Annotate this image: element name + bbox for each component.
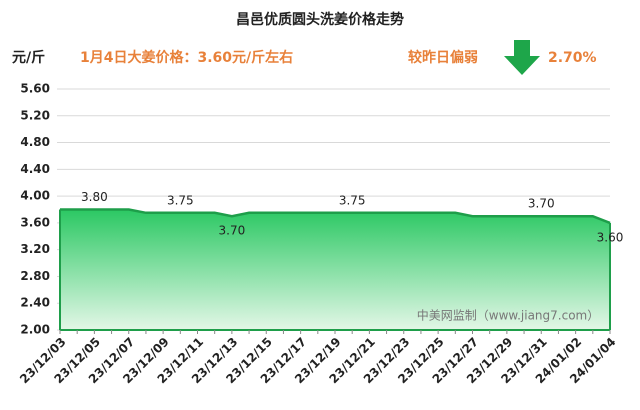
y-tick-label: 2.40 (20, 296, 50, 310)
watermark: 中美网监制（www.jiang7.com） (417, 308, 599, 323)
data-label: 3.75 (167, 193, 194, 207)
area (60, 209, 610, 330)
y-tick-label: 5.20 (20, 108, 50, 122)
change-value: 2.70% (548, 50, 597, 66)
data-label: 3.70 (528, 197, 555, 211)
y-tick-label: 2.80 (20, 269, 50, 283)
headline: 1月4日大姜价格：3.60元/斤左右 (80, 49, 293, 66)
y-unit: 元/斤 (12, 49, 45, 66)
data-label: 3.75 (339, 193, 366, 207)
data-label: 3.70 (219, 224, 246, 238)
data-label: 3.80 (81, 190, 108, 204)
y-tick-label: 3.20 (20, 242, 50, 256)
chart-title: 昌邑优质圆头洗姜价格走势 (236, 11, 404, 28)
data-label: 3.60 (597, 230, 624, 244)
y-tick-label: 2.00 (20, 323, 50, 337)
y-tick-label: 4.80 (20, 135, 50, 149)
y-tick-label: 5.60 (20, 82, 50, 96)
y-tick-label: 4.00 (20, 189, 50, 203)
y-tick-label: 4.40 (20, 162, 50, 176)
line (60, 208, 611, 225)
change-text: 较昨日偏弱 (408, 49, 478, 66)
down-arrow-icon (504, 40, 540, 75)
y-tick-label: 3.60 (20, 215, 50, 229)
